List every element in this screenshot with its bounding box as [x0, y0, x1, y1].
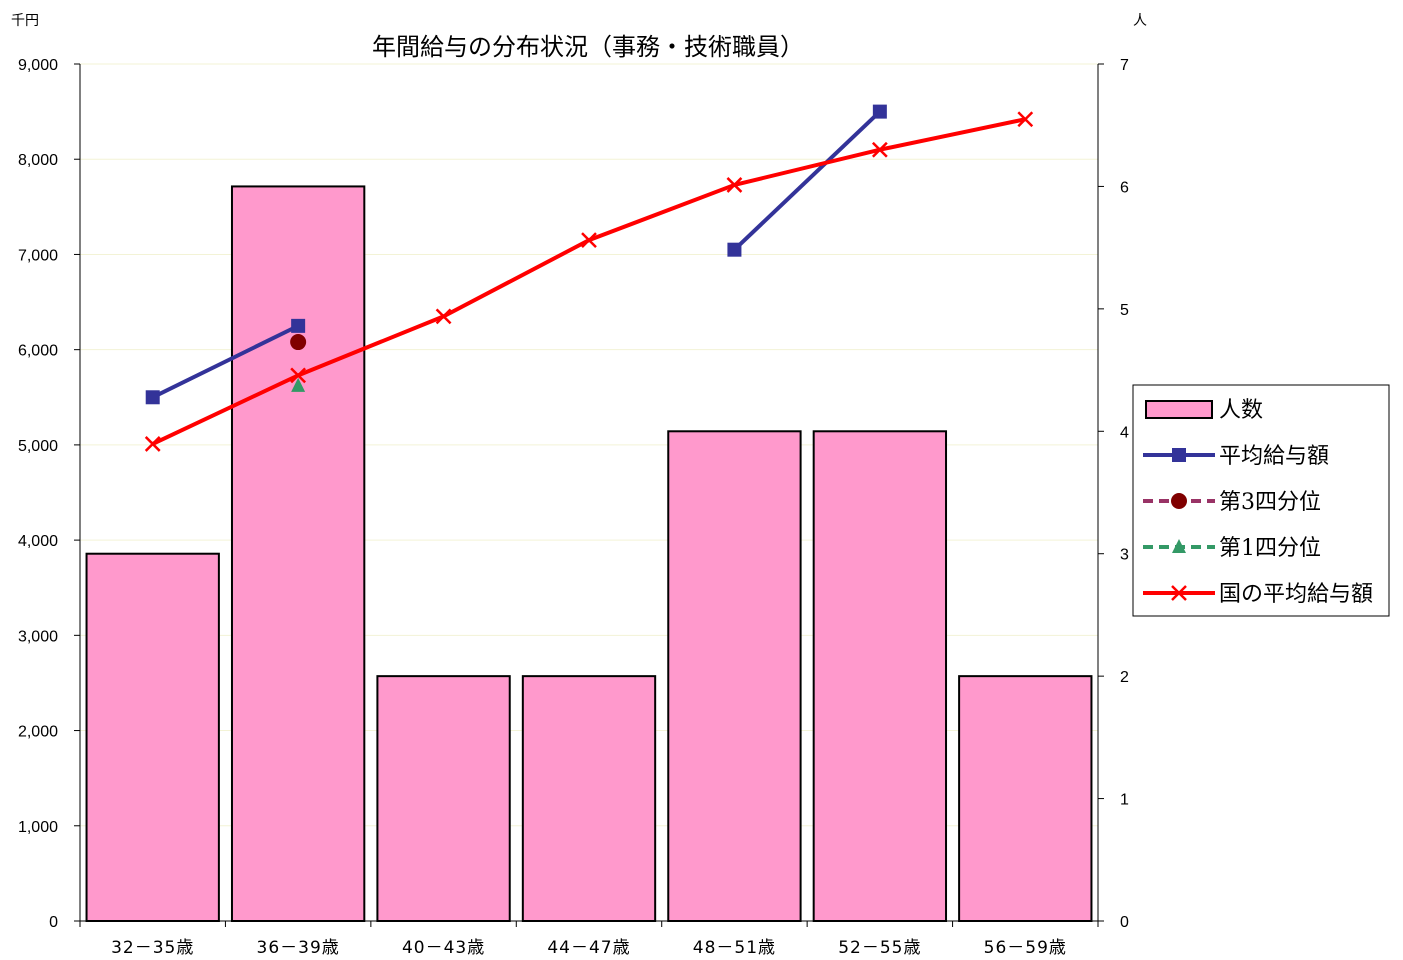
point-x	[726, 177, 743, 193]
point-x-stroke	[871, 141, 888, 158]
category-label: 32－35歳	[111, 938, 194, 958]
right-tick-label: 6	[1120, 179, 1129, 196]
left-tick-label: 6,000	[18, 343, 58, 360]
right-tick-label: 0	[1120, 914, 1129, 931]
bar	[85, 552, 220, 922]
point-x-stroke	[1017, 111, 1034, 128]
category-label: 56－59歳	[984, 938, 1067, 958]
bar-series	[85, 185, 1093, 923]
left-tick-label: 5,000	[18, 438, 58, 455]
category-label: 44－47歳	[547, 938, 630, 958]
legend-label: 国の平均給与額	[1219, 582, 1373, 607]
bar	[667, 430, 802, 922]
point-x	[871, 141, 888, 158]
legend-label: 第1四分位	[1219, 536, 1321, 561]
right-tick-label: 7	[1120, 57, 1129, 74]
point-x	[290, 367, 307, 384]
point-x-stroke	[726, 177, 743, 193]
left-tick-label: 9,000	[18, 57, 58, 74]
point-square	[145, 390, 160, 405]
point-circle	[290, 334, 307, 351]
bar	[812, 430, 948, 922]
right-tick-label: 2	[1120, 669, 1129, 686]
chart-title: 年間給与の分布状況（事務・技術職員）	[372, 33, 804, 61]
left-tick-label: 7,000	[18, 247, 58, 264]
point-x	[1171, 585, 1187, 601]
left-tick-label: 8,000	[18, 152, 58, 169]
point-x-stroke	[435, 308, 452, 325]
point-x-stroke	[290, 367, 307, 384]
legend-label: 人数	[1219, 398, 1263, 423]
point-x-stroke	[581, 232, 597, 249]
bar	[376, 675, 511, 923]
point-x	[581, 232, 597, 249]
point-square	[872, 104, 887, 119]
axis-labels: 0 1,000 2,000 3,000 4,000 5,000 6,000 7,000 8,00…	[18, 57, 1129, 958]
series-line	[733, 110, 882, 252]
point-circle	[1171, 493, 1187, 509]
bar	[230, 185, 366, 922]
left-tick-label: 0	[49, 914, 58, 931]
left-tick-label: 2,000	[18, 724, 58, 741]
point-triangle	[1172, 539, 1186, 553]
bar	[958, 675, 1093, 923]
right-tick-label: 3	[1120, 547, 1129, 564]
point-x	[435, 308, 452, 325]
point-square	[727, 242, 742, 257]
right-tick-label: 1	[1120, 792, 1129, 809]
left-tick-label: 3,000	[18, 628, 58, 645]
point-triangle	[291, 377, 306, 392]
left-tick-label: 1,000	[18, 819, 58, 836]
legend-label: 第3四分位	[1219, 490, 1321, 515]
right-tick-label: 5	[1120, 302, 1129, 319]
point-x	[144, 436, 161, 452]
point-x-stroke	[144, 436, 161, 452]
category-label: 48－51歳	[693, 938, 776, 958]
category-label: 40－43歳	[402, 938, 485, 958]
series-line	[151, 324, 300, 400]
left-tick-label: 4,000	[18, 533, 58, 550]
point-square	[291, 318, 306, 333]
category-label: 52－55歳	[838, 938, 921, 958]
category-label: 36－39歳	[257, 938, 340, 958]
legend-swatch-bar	[1145, 400, 1213, 419]
point-x	[1017, 111, 1034, 128]
point-x-stroke	[1171, 585, 1187, 601]
right-tick-label: 4	[1120, 424, 1129, 441]
line-series	[144, 104, 1034, 452]
point-square	[1172, 448, 1186, 462]
left-axis-unit: 千円	[11, 13, 39, 29]
bar	[521, 675, 657, 923]
axes	[74, 63, 1104, 927]
right-axis-unit: 人	[1133, 13, 1147, 29]
legend-label: 平均給与額	[1219, 444, 1329, 469]
